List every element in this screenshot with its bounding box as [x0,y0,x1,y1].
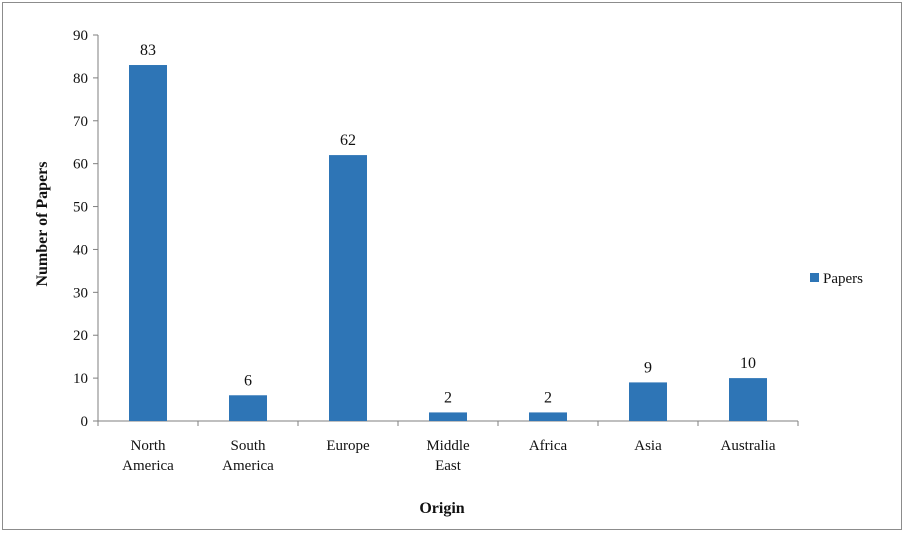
x-category-label: North [131,438,166,454]
data-label: 10 [740,355,756,372]
y-tick-label: 70 [73,114,88,130]
data-label: 62 [340,132,356,149]
bar [429,412,467,421]
bar [329,155,367,422]
x-category-label: South [230,438,266,454]
x-category-label: Africa [529,438,568,454]
data-label: 83 [140,42,156,59]
bar [629,382,667,421]
x-category-label: Australia [721,438,776,454]
x-category-label: Asia [634,438,662,454]
bar-chart: 0 10 20 30 40 50 60 70 80 90 83 North America 6 South A… [34,28,863,517]
legend-swatch-papers [810,273,819,282]
data-label: 9 [644,359,652,376]
y-tick-label: 40 [73,242,88,258]
y-tick-label: 30 [73,285,88,301]
y-axis-title: Number of Papers [34,161,51,286]
y-tick-label: 50 [73,200,88,216]
y-tick-label: 10 [73,371,88,387]
y-tick-label: 0 [81,414,89,430]
y-tick-label: 80 [73,71,88,87]
x-category-label: Middle [426,438,470,454]
data-label: 6 [244,372,252,389]
y-tick-label: 90 [73,28,88,44]
y-tick-label: 60 [73,157,88,173]
x-category-label: America [122,458,174,474]
bar [729,378,767,421]
data-label: 2 [544,389,552,406]
legend-label-papers: Papers [823,271,863,287]
plot-area: 0 10 20 30 40 50 60 70 80 90 83 North America 6 South A… [73,28,799,474]
x-category-label: East [435,458,462,474]
bar [229,395,267,421]
x-category-label: Europe [326,438,370,454]
x-category-label: America [222,458,274,474]
bar [529,412,567,421]
bar [129,65,167,421]
y-tick-label: 20 [73,328,88,344]
data-label: 2 [444,389,452,406]
legend: Papers [810,271,863,287]
x-axis-title: Origin [419,500,464,517]
